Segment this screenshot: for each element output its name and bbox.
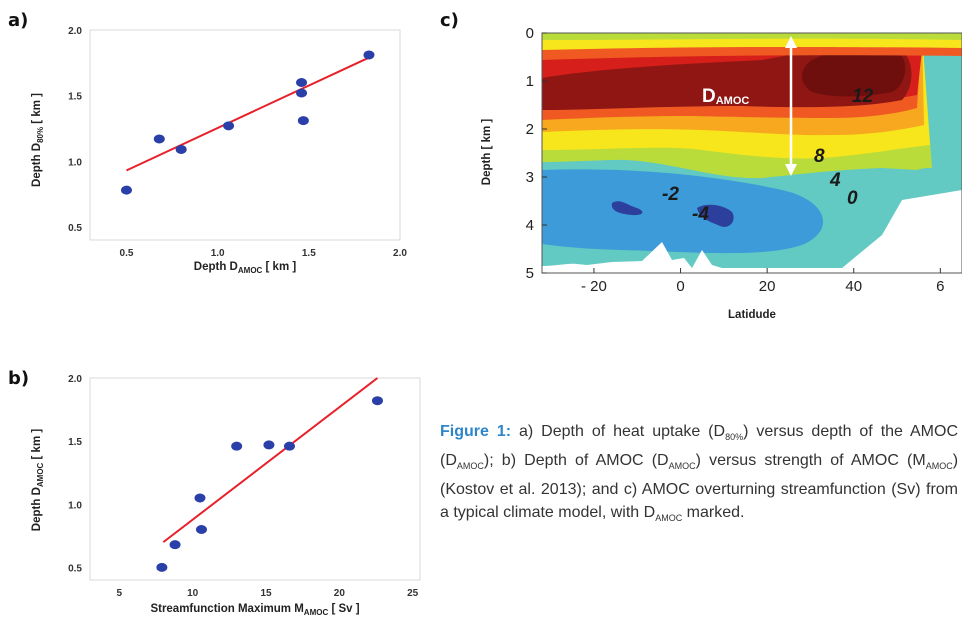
caption-text-0: a) Depth of heat uptake (D <box>511 423 726 440</box>
chart-b-point <box>371 396 383 406</box>
chart-b-xlabel: Streamfunction Maximum MAMOC [ Sv ] <box>150 603 359 617</box>
chart-b-plot-area <box>89 377 421 581</box>
chart-a-ytick: 2.0 <box>68 26 82 37</box>
chart-a-point <box>153 134 165 144</box>
chart-b-ytick: 1.5 <box>68 437 82 448</box>
contour-field <box>542 33 962 273</box>
chart-b-ytick: 0.5 <box>68 563 82 574</box>
chart-c-ytick: 2 <box>526 121 534 138</box>
caption-text-1: ) versus depth of the AMOC (D <box>440 423 958 470</box>
chart-b-point <box>283 441 295 451</box>
caption-sub-2: AMOC <box>668 461 696 472</box>
damoc-marker-label: DAMOC <box>702 86 749 107</box>
chart-c-xtick: 0 <box>676 278 684 295</box>
caption-text-2: ); b) Depth of AMOC (D <box>483 452 669 470</box>
chart-a-point <box>297 116 309 126</box>
chart-a-point <box>223 121 235 131</box>
chart-b: 5 10 15 20 25 0.5 1.0 1.5 2.0 Streamfunction Ma… <box>31 374 421 617</box>
chart-a-point <box>296 88 308 98</box>
chart-a-ytick: 1.5 <box>68 92 82 103</box>
chart-a: 0.5 1.0 1.5 2.0 0.5 1.0 1.5 2.0 Depth DAMOC [ … <box>31 26 407 275</box>
panel-label-b: b) <box>8 368 30 389</box>
chart-a-point <box>363 50 375 60</box>
contour-band-top-orange <box>542 46 962 60</box>
chart-b-ylabel: Depth DAMOC [ km ] <box>31 429 45 532</box>
chart-a-point <box>296 78 308 87</box>
chart-a-ytick: 0.5 <box>68 223 82 234</box>
chart-b-ytick: 1.0 <box>68 500 82 511</box>
figure-caption: Figure 1: a) Depth of heat uptake (D80%)… <box>440 420 958 531</box>
chart-b-point <box>231 441 243 451</box>
chart-b-point <box>263 440 275 450</box>
contour-band-minus4-east <box>697 204 734 227</box>
contour-label-8: 8 <box>814 146 825 167</box>
chart-b-point <box>194 493 206 503</box>
chart-c-xlabel: Latidude <box>728 309 776 321</box>
chart-c-xtick: 40 <box>845 278 862 295</box>
contour-label-minus4: -4 <box>692 204 709 225</box>
contour-band-12 <box>801 46 906 97</box>
chart-b-xtick: 20 <box>334 588 346 599</box>
chart-b-frame <box>89 377 421 581</box>
chart-a-fit-line <box>126 56 370 172</box>
contour-band-minus2 <box>542 169 824 254</box>
chart-b-point <box>169 540 181 550</box>
chart-a-xlabel: Depth DAMOC [ km ] <box>194 261 297 275</box>
chart-b-xtick: 5 <box>117 588 123 599</box>
chart-b-fit-line <box>162 377 379 543</box>
chart-a-plot-area <box>89 29 401 241</box>
contour-label-4: 4 <box>829 170 841 191</box>
caption-sub-0: 80% <box>725 432 744 443</box>
chart-c-ytick: 0 <box>526 25 534 42</box>
chart-c-frame <box>541 32 962 274</box>
caption-text-3: ) versus strength of AMOC (M <box>695 452 926 470</box>
damoc-arrow-head-top <box>785 36 797 48</box>
panel-label-a: a) <box>8 10 29 31</box>
contour-label-0: 0 <box>847 188 858 209</box>
figure-caption-label: Figure 1: <box>440 423 512 440</box>
chart-a-point <box>120 185 132 195</box>
chart-a-xtick: 1.5 <box>302 248 316 259</box>
damoc-arrow-head-bottom <box>785 164 797 176</box>
chart-b-point <box>156 562 168 572</box>
chart-c-ytick: 1 <box>526 73 534 90</box>
caption-sub-3: AMOC <box>925 461 953 472</box>
contour-label-minus2: -2 <box>662 184 679 205</box>
chart-a-xtick: 2.0 <box>393 248 407 259</box>
chart-b-xtick: 25 <box>407 588 419 599</box>
caption-text-4: ) (Kostov et al. 2013); and c) AMOC over… <box>440 452 959 522</box>
chart-c-xtick: 6 <box>936 278 944 295</box>
chart-a-frame <box>89 29 401 241</box>
chart-c-ylabel: Depth [ km ] <box>481 119 493 186</box>
contour-label-12: 12 <box>852 86 874 107</box>
chart-a-xtick: 0.5 <box>120 248 134 259</box>
caption-sub-1: AMOC <box>456 461 484 472</box>
chart-a-ytick: 1.0 <box>68 157 82 168</box>
chart-a-point <box>175 144 187 154</box>
chart-a-ylabel: Depth D80% [ km ] <box>31 93 45 187</box>
ocean-floor <box>542 190 962 273</box>
chart-c-ytick: 5 <box>526 265 534 282</box>
chart-b-point <box>195 525 207 534</box>
caption-sub-4: AMOC <box>655 513 683 524</box>
chart-c-xtick: - 20 <box>581 278 607 295</box>
chart-a-xtick: 1.0 <box>211 248 225 259</box>
panel-label-c: c) <box>440 10 459 31</box>
chart-b-xtick: 15 <box>260 588 272 599</box>
contour-band-minus4-west <box>611 201 643 216</box>
chart-c-xtick: 20 <box>759 278 776 295</box>
chart-b-xtick: 10 <box>187 588 199 599</box>
chart-b-ytick: 2.0 <box>68 374 82 385</box>
chart-c-ytick: 4 <box>526 217 534 234</box>
chart-c-ytick: 3 <box>526 169 534 186</box>
caption-text-5: marked. <box>682 504 745 522</box>
